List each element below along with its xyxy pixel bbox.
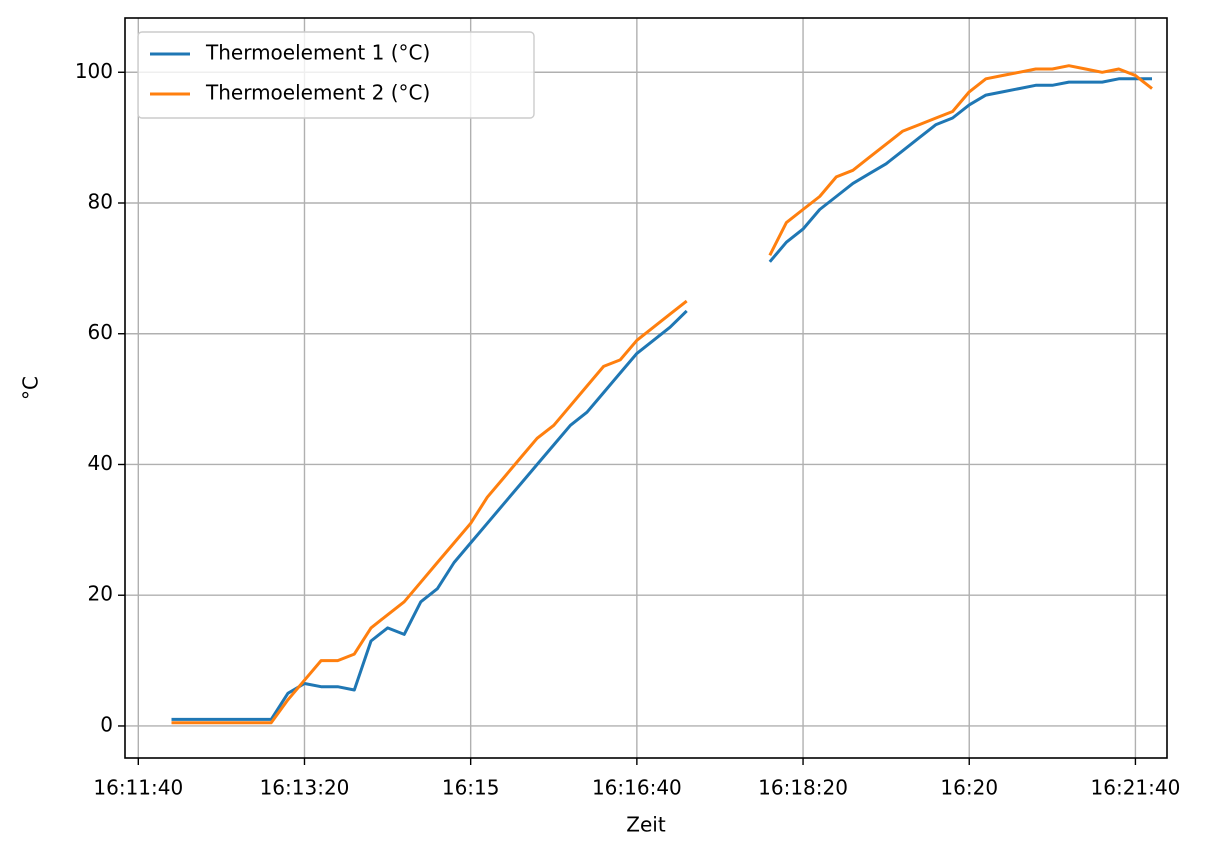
y-tick-label: 40 — [88, 451, 113, 475]
y-tick-label: 80 — [88, 190, 113, 214]
legend-label: Thermoelement 2 (°C) — [205, 81, 430, 105]
data-line — [171, 77, 1152, 721]
x-tick-label: 16:13:20 — [260, 776, 350, 800]
y-axis-label: °C — [19, 376, 43, 400]
data-line — [171, 64, 1153, 725]
legend-box — [137, 31, 535, 119]
y-tick-label: 60 — [88, 320, 113, 344]
plot-frame — [124, 17, 1168, 759]
x-tick-label: 16:11:40 — [93, 776, 183, 800]
legend-label: Thermoelement 1 (°C) — [205, 41, 430, 65]
x-tick-label: 16:16:40 — [592, 776, 682, 800]
legend: Thermoelement 1 (°C) Thermoelement 2 (°C) — [137, 31, 535, 119]
x-axis-label: Zeit — [626, 813, 666, 837]
x-tick-label: 16:20 — [940, 776, 998, 800]
y-tick-label: 20 — [88, 582, 113, 606]
x-tick-label: 16:18:20 — [758, 776, 848, 800]
y-tick-label: 0 — [100, 712, 113, 736]
x-tick-label: 16:15 — [442, 776, 500, 800]
y-tick-label: 100 — [75, 59, 113, 83]
x-tick-label: 16:21:40 — [1091, 776, 1181, 800]
